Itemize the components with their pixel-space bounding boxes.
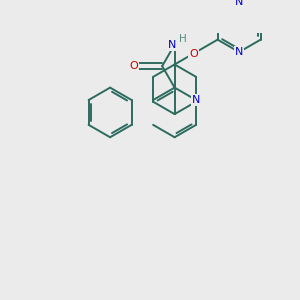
Text: N: N bbox=[192, 95, 200, 105]
Text: N: N bbox=[235, 47, 243, 57]
Text: H: H bbox=[179, 34, 187, 44]
Text: O: O bbox=[189, 49, 198, 59]
Text: O: O bbox=[129, 61, 138, 71]
Text: N: N bbox=[235, 0, 243, 8]
Text: N: N bbox=[168, 40, 176, 50]
